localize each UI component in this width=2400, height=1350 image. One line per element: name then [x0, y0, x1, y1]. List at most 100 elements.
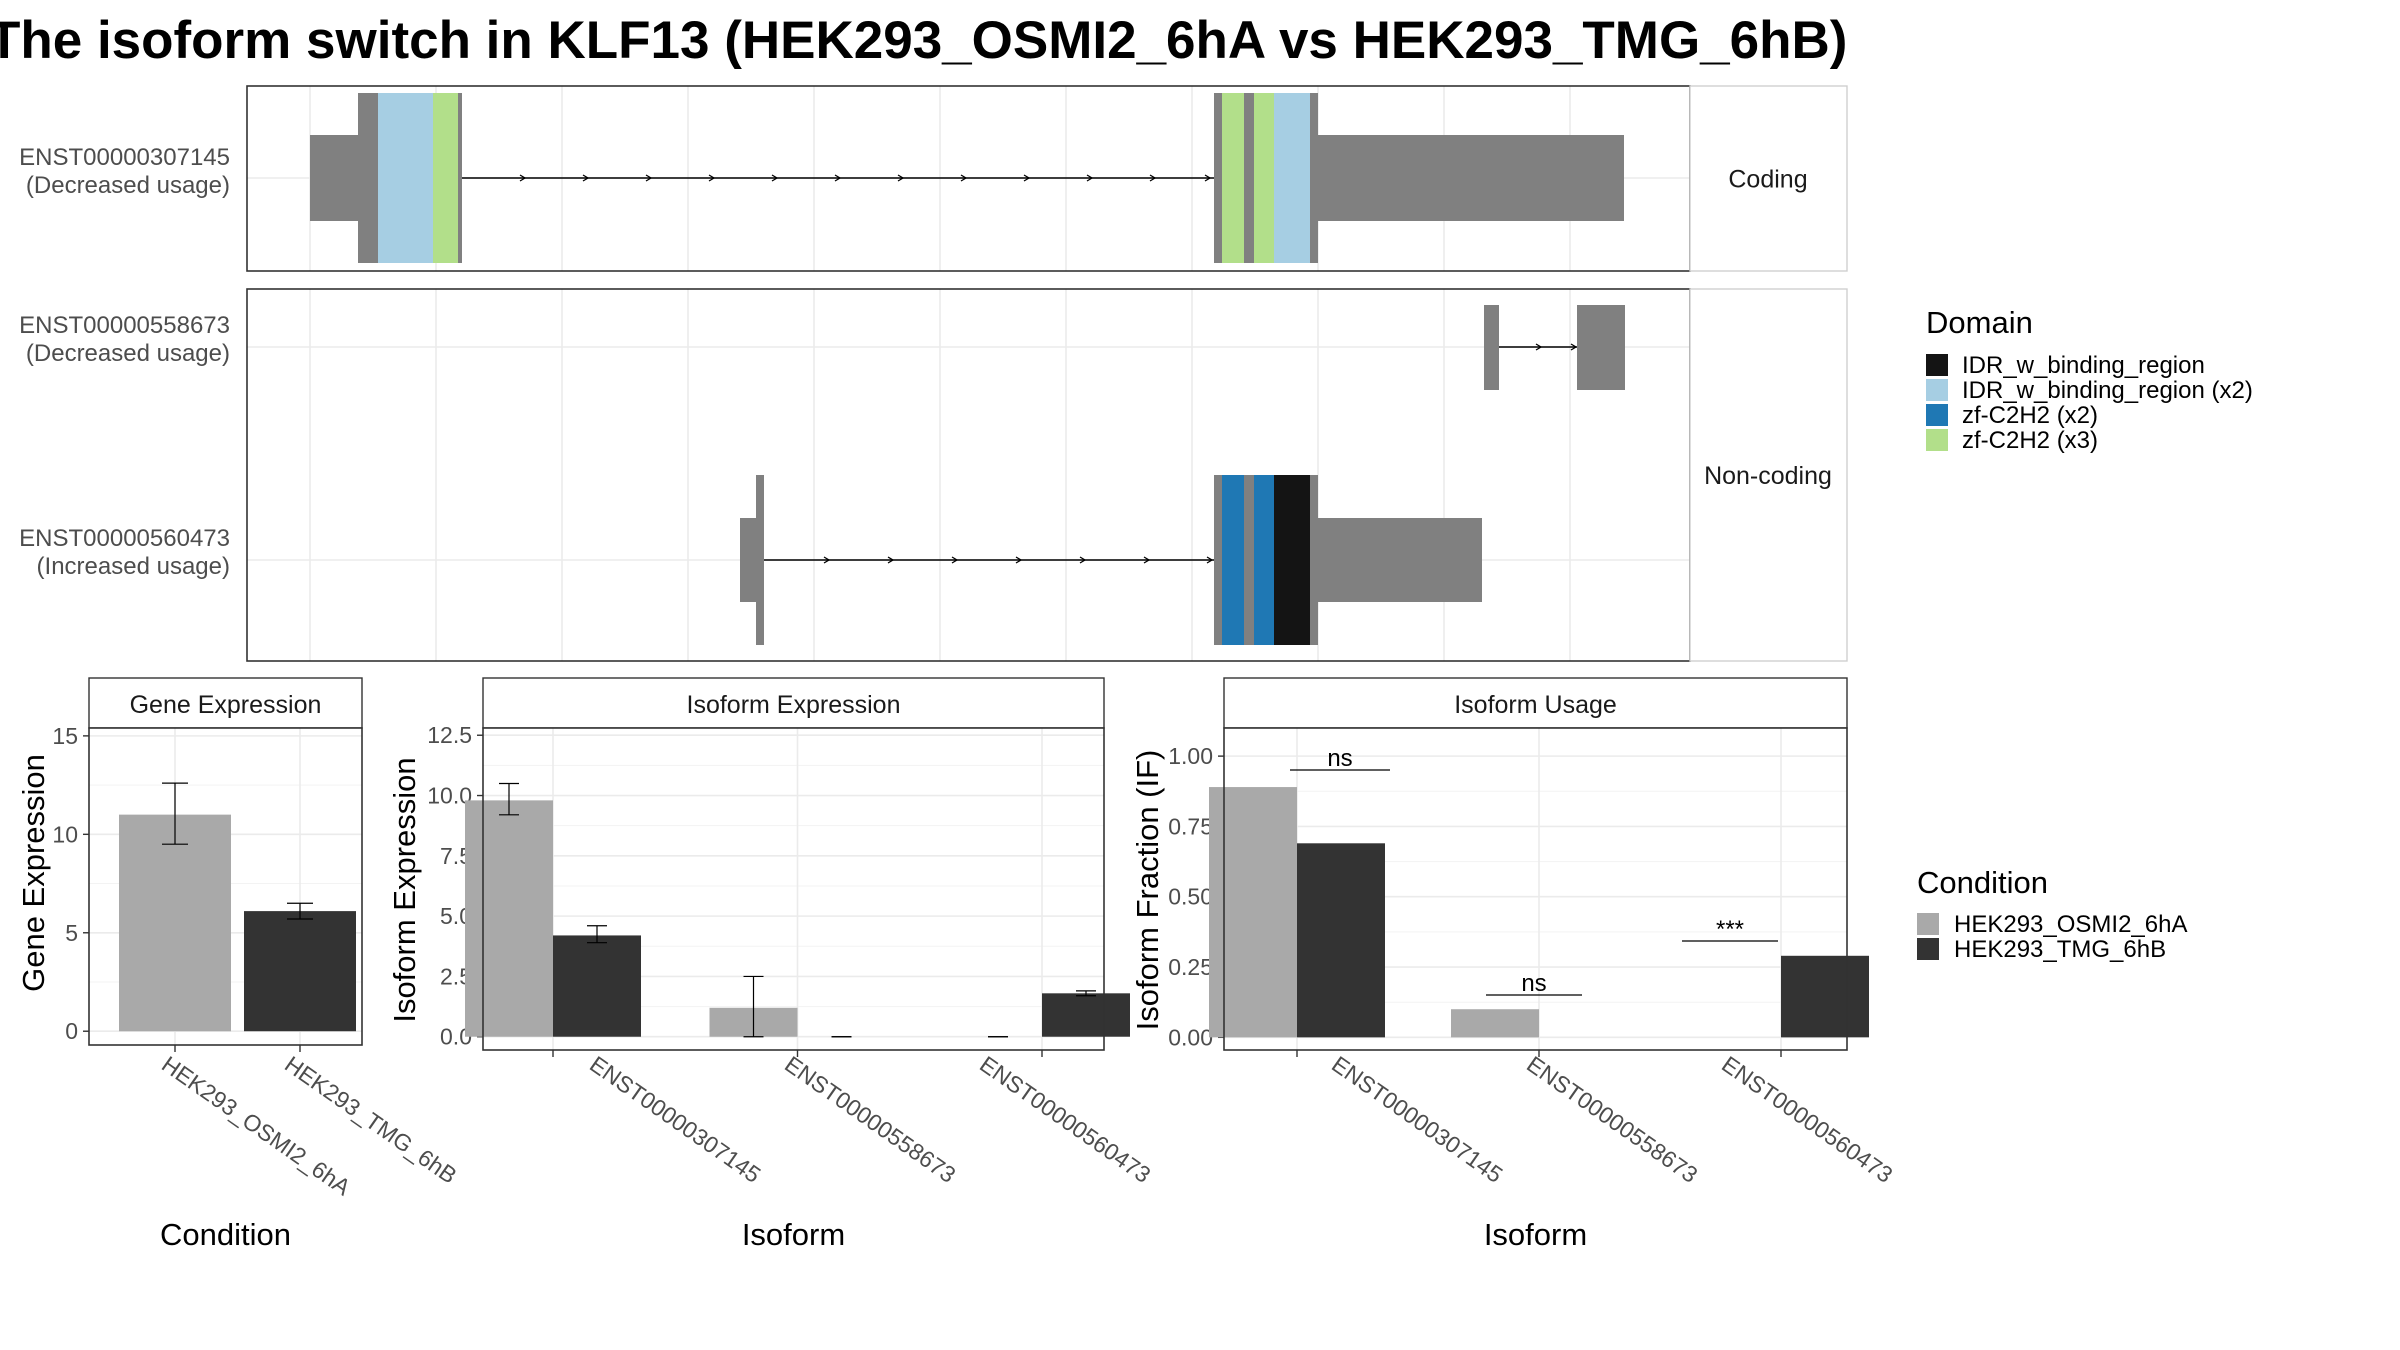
- intron-direction-arrow: [951, 556, 959, 564]
- bar-HEK293_OSMI2_6hA: [119, 814, 231, 1032]
- intron-direction-arrow: [519, 174, 527, 182]
- condition-legend-label: HEK293_OSMI2_6hA: [1954, 911, 2187, 938]
- bar-HEK293_TMG_6hB-ENST00000307145: [553, 935, 641, 1037]
- domain-legend-swatch: [1926, 354, 1948, 376]
- condition-legend-label: HEK293_TMG_6hB: [1954, 936, 2166, 963]
- figure-title: The isoform switch in KLF13 (HEK293_OSMI…: [0, 11, 1847, 70]
- transcript-id-label: ENST00000307145: [19, 144, 230, 171]
- facet-strip-label-1: Non-coding: [1704, 462, 1832, 490]
- y-axis-title: Isoform Expression: [387, 757, 422, 1022]
- x-tick-label: ENST00000558673: [780, 1051, 960, 1188]
- transcript-structure-panel: CodingNon-codingENST00000307145(Decrease…: [19, 85, 1848, 662]
- y-axis-title: Gene Expression: [16, 754, 51, 992]
- intron-direction-arrow: [834, 174, 842, 182]
- transcript-id-label: ENST00000558673: [19, 312, 230, 339]
- y-axis-title: Isoform Fraction (IF): [1130, 750, 1165, 1031]
- transcript-facet-background: [247, 289, 1690, 661]
- domain-legend-title: Domain: [1926, 305, 2033, 340]
- domain-legend-swatch: [1926, 404, 1948, 426]
- chart-border: [88, 727, 363, 1046]
- significance-label: ns: [1327, 745, 1352, 772]
- utr-block: [740, 518, 758, 602]
- intron-direction-arrow: [1204, 174, 1212, 182]
- intron-direction-arrow: [1086, 174, 1094, 182]
- intron-direction-arrow: [1023, 174, 1031, 182]
- domain-zf-c2h2: [433, 93, 458, 263]
- significance-label: ***: [1716, 916, 1744, 943]
- bar-HEK293_OSMI2_6hA-ENST00000558673: [1451, 1009, 1539, 1038]
- intron-direction-arrow: [1570, 343, 1578, 351]
- intron-direction-arrow: [771, 174, 779, 182]
- intron-direction-arrow: [823, 556, 831, 564]
- chart-strip-title: Isoform Usage: [1454, 691, 1617, 719]
- chart-strip-title: Isoform Expression: [687, 691, 901, 719]
- transcript-usage-label: (Decreased usage): [26, 172, 230, 199]
- intron-direction-arrow: [897, 174, 905, 182]
- bar-HEK293_TMG_6hB-ENST00000307145: [1297, 843, 1385, 1038]
- exon-block: [1484, 305, 1499, 390]
- x-axis-title: Isoform: [1484, 1217, 1587, 1252]
- x-axis-title: Condition: [160, 1217, 291, 1252]
- chart-border: [482, 727, 1105, 1051]
- condition-legend-title: Condition: [1917, 865, 2048, 900]
- domain-zf-c2h2: [1254, 475, 1274, 645]
- chart-strip-title: Gene Expression: [130, 691, 322, 719]
- bar-HEK293_TMG_6hB: [244, 911, 356, 1032]
- y-tick-label: 1.00: [1168, 743, 1213, 769]
- x-tick-label: ENST00000560473: [975, 1051, 1155, 1188]
- y-tick-label: 0.00: [1168, 1024, 1213, 1050]
- x-axis-title: Isoform: [742, 1217, 845, 1252]
- domain-legend-label: IDR_w_binding_region (x2): [1962, 377, 2253, 404]
- y-tick-label: 10.0: [427, 783, 472, 809]
- facet-strip: [1689, 85, 1848, 272]
- intron-direction-arrow: [708, 174, 716, 182]
- domain-idr-binding-region: [378, 93, 433, 263]
- y-tick-label: 12.5: [427, 722, 472, 748]
- bar-HEK293_OSMI2_6hA-ENST00000307145: [1209, 787, 1297, 1038]
- facet-strip-label-0: Coding: [1728, 166, 1807, 194]
- utr-block: [310, 135, 360, 221]
- domain-zf-c2h2: [1254, 93, 1274, 263]
- domain-idr-binding-region: [1274, 475, 1310, 645]
- legends: Domain IDR_w_binding_regionIDR_w_binding_…: [1917, 305, 2253, 963]
- y-tick-label: 0.75: [1168, 813, 1213, 839]
- intron-direction-arrow: [960, 174, 968, 182]
- y-tick-label: 10: [52, 821, 78, 847]
- transcript-usage-label: (Increased usage): [37, 553, 230, 580]
- utr-block: [1318, 518, 1482, 602]
- intron-direction-arrow: [1149, 174, 1157, 182]
- domain-zf-c2h2: [1222, 475, 1244, 645]
- chart-strip: [88, 677, 363, 729]
- x-tick-label: ENST00000560473: [1717, 1051, 1897, 1188]
- intron-direction-arrow: [1079, 556, 1087, 564]
- transcript-usage-label: (Decreased usage): [26, 340, 230, 367]
- condition-legend-swatch: [1917, 938, 1939, 960]
- domain-legend-swatch: [1926, 429, 1948, 451]
- chart-border: [1223, 727, 1848, 1051]
- intron-direction-arrow: [582, 174, 590, 182]
- chart-strip: [482, 677, 1105, 729]
- x-tick-label: ENST00000307145: [1327, 1051, 1507, 1188]
- y-tick-label: 5: [65, 920, 78, 946]
- condition-legend-swatch: [1917, 913, 1939, 935]
- intron-direction-arrow: [1015, 556, 1023, 564]
- y-tick-label: 0.25: [1168, 954, 1213, 980]
- facet-strip: [1689, 288, 1848, 662]
- domain-legend-label: zf-C2H2 (x2): [1962, 402, 2098, 429]
- utr-block: [1318, 135, 1624, 221]
- transcript-id-label: ENST00000560473: [19, 525, 230, 552]
- y-tick-label: 0: [65, 1018, 78, 1044]
- domain-legend-label: zf-C2H2 (x3): [1962, 427, 2098, 454]
- significance-label: ns: [1521, 970, 1546, 997]
- x-tick-label: ENST00000307145: [585, 1051, 765, 1188]
- intron-direction-arrow: [887, 556, 895, 564]
- bar-HEK293_TMG_6hB-ENST00000560473: [1781, 955, 1869, 1038]
- domain-legend-label: IDR_w_binding_region: [1962, 352, 2205, 379]
- domain-idr-binding-region: [1274, 93, 1310, 263]
- intron-direction-arrow: [645, 174, 653, 182]
- y-tick-label: 0.50: [1168, 884, 1213, 910]
- domain-zf-c2h2: [1222, 93, 1244, 263]
- intron-direction-arrow: [1206, 556, 1214, 564]
- exon-block: [756, 475, 764, 645]
